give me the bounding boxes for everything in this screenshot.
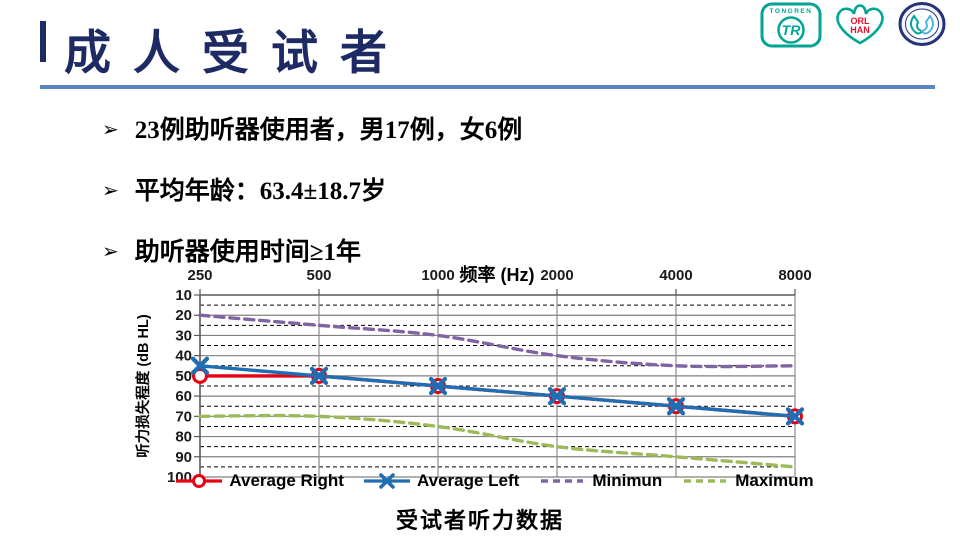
- legend-marker-maximum: [684, 479, 727, 483]
- anniversary-emblem-logo: [898, 2, 946, 46]
- series-line: [198, 364, 797, 419]
- legend-item-maximum: Maximum: [682, 471, 814, 491]
- legend-label: Minimun: [592, 471, 663, 490]
- y-axis-title: 听力损失程度 (dB HL): [134, 314, 152, 458]
- title-accent-bar: [40, 21, 46, 62]
- tongren-logo-text: TONGREN: [770, 8, 813, 15]
- chart-caption: 受试者听力数据: [395, 508, 564, 533]
- tongren-logo-frame: [760, 2, 822, 48]
- x-marker: [547, 387, 567, 406]
- emblem-swirl-left: [910, 14, 924, 35]
- y-tick-label: 80: [175, 429, 192, 446]
- series-line: [198, 413, 797, 469]
- legend-item-average-right: Average Right: [176, 471, 344, 491]
- bullet-arrow-icon: ➢: [102, 178, 119, 202]
- x-tick-labels: 250 500 1000 2000 4000 8000: [187, 267, 811, 284]
- legend-item-minimun: Minimun: [539, 471, 662, 491]
- bullet-arrow-icon: ➢: [102, 239, 119, 263]
- tongren-logo-circle: [777, 16, 805, 44]
- series-minimun: [198, 313, 797, 369]
- series-maximum: [198, 413, 797, 469]
- legend-item-average-left: Average Left: [363, 471, 520, 491]
- series-line: [198, 313, 797, 369]
- tongren-logo-monogram: TR: [782, 22, 802, 38]
- x-tick-label: 500: [306, 267, 331, 284]
- list-item: ➢ 23例助听器使用者，男17例，女6例: [102, 110, 522, 146]
- legend-x-marker: [379, 473, 395, 489]
- legend-circle-marker: [192, 474, 207, 488]
- legend-label: Maximum: [735, 471, 814, 490]
- y-tick-label: 40: [175, 348, 192, 365]
- grid-minor: [200, 304, 795, 468]
- list-item: ➢ 平均年龄：63.4±18.7岁: [102, 171, 522, 207]
- tongren-hospital-logo: TONGREN TR: [760, 2, 822, 48]
- x-marker: [785, 407, 805, 426]
- title-underline: [40, 85, 935, 89]
- bullet-arrow-icon: ➢: [102, 117, 119, 141]
- x-tick-label: 8000: [778, 267, 811, 284]
- open-circle-marker: [192, 367, 208, 384]
- x-marker: [190, 356, 210, 375]
- x-marker: [309, 366, 329, 385]
- x-marker: [428, 376, 448, 396]
- orl-han-logo: ORL HAN: [836, 4, 884, 45]
- list-item: ➢ 助听器使用时间≥1年: [102, 232, 522, 268]
- logo-strip: TONGREN TR ORL HAN: [760, 2, 946, 48]
- x-marker: [666, 397, 686, 416]
- y-tick-label: 50: [175, 368, 192, 385]
- bullet-text: 平均年龄：63.4±18.7岁: [134, 178, 386, 205]
- legend-marker-average-right: [176, 474, 223, 488]
- x-tick-label: 2000: [540, 267, 573, 284]
- series-average-left: [190, 356, 805, 426]
- x-axis-title: 频率 (Hz): [460, 264, 535, 285]
- emblem-swirl-right: [920, 14, 934, 35]
- y-tick-label: 70: [175, 408, 192, 425]
- x-tick-label: 250: [187, 267, 212, 284]
- bullet-text: 23例助听器使用者，男17例，女6例: [134, 117, 523, 144]
- bullet-list: ➢ 23例助听器使用者，男17例，女6例 ➢ 平均年龄：63.4±18.7岁 ➢…: [102, 110, 522, 293]
- y-tick-label: 90: [175, 449, 192, 466]
- y-tick-label: 60: [175, 388, 192, 405]
- legend-marker-average-left: [363, 473, 410, 489]
- orl-han-text-line2: HAN: [850, 25, 870, 35]
- x-tick-label: 4000: [659, 267, 692, 284]
- y-tick-label: 10: [175, 287, 192, 304]
- orl-han-cloud-shape: [836, 4, 884, 45]
- axes: [194, 289, 796, 478]
- orl-han-text-line1: ORL: [851, 16, 871, 26]
- legend-label: Average Left: [416, 471, 520, 490]
- page-title: 成人受试者: [64, 26, 409, 81]
- chart-legend: Average Right Average Left Minimun Maximum: [175, 467, 815, 495]
- legend-label: Average Right: [229, 471, 344, 490]
- y-tick-label: 20: [175, 307, 192, 324]
- grid-major: [200, 314, 795, 478]
- y-tick-label: 30: [175, 327, 192, 344]
- legend-marker-minimun: [541, 479, 584, 483]
- x-tick-label: 1000: [421, 267, 454, 284]
- bullet-text: 助听器使用时间≥1年: [134, 239, 361, 266]
